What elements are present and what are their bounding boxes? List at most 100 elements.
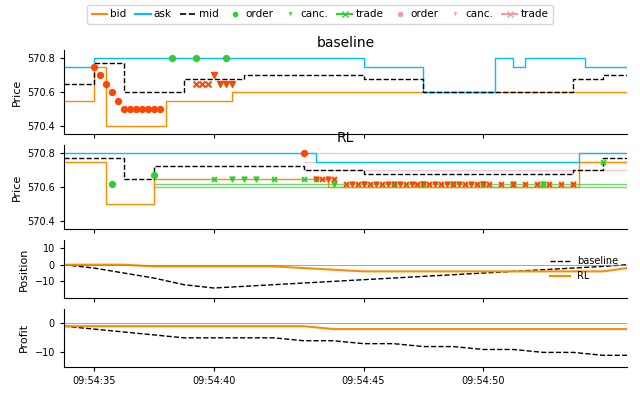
baseline	[240, 284, 248, 289]
Point	[508, 180, 518, 187]
baseline	[60, 262, 68, 267]
Point	[449, 180, 459, 187]
baseline	[330, 279, 337, 284]
Point	[478, 180, 488, 187]
Point	[430, 180, 440, 187]
baseline	[600, 264, 607, 269]
Line: RL: RL	[64, 265, 627, 271]
Point	[191, 55, 201, 62]
Point	[472, 180, 483, 187]
RL	[300, 266, 307, 271]
Point	[148, 172, 159, 178]
RL	[270, 264, 278, 269]
baseline	[120, 271, 128, 276]
RL	[450, 269, 458, 274]
Point	[107, 180, 117, 187]
RL	[240, 264, 248, 269]
Legend: baseline, RL: baseline, RL	[546, 253, 622, 285]
RL	[420, 269, 428, 274]
Point	[209, 72, 219, 79]
Point	[454, 180, 465, 187]
Point	[478, 180, 488, 187]
Point	[203, 80, 213, 87]
Point	[340, 180, 351, 187]
Point	[95, 72, 105, 79]
Point	[101, 80, 111, 87]
RL	[210, 264, 218, 269]
Point	[496, 180, 506, 187]
baseline	[420, 274, 428, 279]
Point	[358, 180, 369, 187]
Point	[251, 175, 261, 182]
Line: baseline: baseline	[64, 265, 627, 288]
Point	[317, 175, 327, 182]
Point	[269, 175, 279, 182]
Point	[538, 180, 548, 187]
Point	[449, 180, 459, 187]
Point	[406, 180, 417, 187]
Point	[449, 180, 459, 187]
Point	[310, 175, 321, 182]
baseline	[450, 272, 458, 277]
Point	[107, 89, 117, 95]
baseline	[390, 276, 397, 281]
Point	[467, 180, 477, 187]
RL	[180, 264, 188, 269]
Point	[328, 175, 339, 182]
RL	[120, 262, 128, 267]
baseline	[300, 281, 307, 286]
Point	[323, 175, 333, 182]
Point	[196, 80, 207, 87]
Point	[310, 175, 321, 182]
Y-axis label: Profit: Profit	[19, 323, 29, 352]
Y-axis label: Position: Position	[19, 247, 29, 291]
Point	[364, 180, 374, 187]
Y-axis label: Price: Price	[12, 78, 22, 106]
Point	[419, 180, 429, 187]
Point	[419, 180, 429, 187]
baseline	[210, 286, 218, 291]
Point	[388, 180, 399, 187]
Point	[538, 180, 548, 187]
Point	[298, 150, 308, 157]
Point	[484, 180, 495, 187]
Point	[371, 180, 381, 187]
Point	[568, 180, 579, 187]
baseline	[479, 271, 487, 276]
Point	[460, 180, 470, 187]
Point	[125, 106, 135, 112]
Point	[532, 180, 543, 187]
RL	[330, 267, 337, 272]
Point	[478, 180, 488, 187]
RL	[509, 269, 517, 274]
baseline	[270, 282, 278, 287]
RL	[150, 264, 157, 269]
Y-axis label: Price: Price	[12, 173, 22, 201]
Point	[376, 180, 387, 187]
RL	[60, 262, 68, 267]
Point	[508, 180, 518, 187]
RL	[390, 269, 397, 274]
Point	[358, 180, 369, 187]
Title: baseline: baseline	[317, 36, 374, 50]
Point	[328, 180, 339, 187]
Point	[191, 80, 201, 87]
Point	[143, 106, 153, 112]
Point	[388, 180, 399, 187]
RL	[90, 262, 98, 267]
RL	[360, 269, 367, 274]
Point	[221, 80, 231, 87]
RL	[479, 269, 487, 274]
RL	[570, 269, 577, 274]
baseline	[509, 269, 517, 274]
Point	[148, 106, 159, 112]
Point	[155, 106, 165, 112]
Point	[239, 175, 249, 182]
baseline	[90, 266, 98, 271]
Point	[221, 55, 231, 62]
Point	[544, 180, 554, 187]
Title: RL: RL	[337, 131, 355, 145]
Point	[89, 63, 99, 70]
Point	[598, 158, 609, 165]
Point	[442, 180, 452, 187]
